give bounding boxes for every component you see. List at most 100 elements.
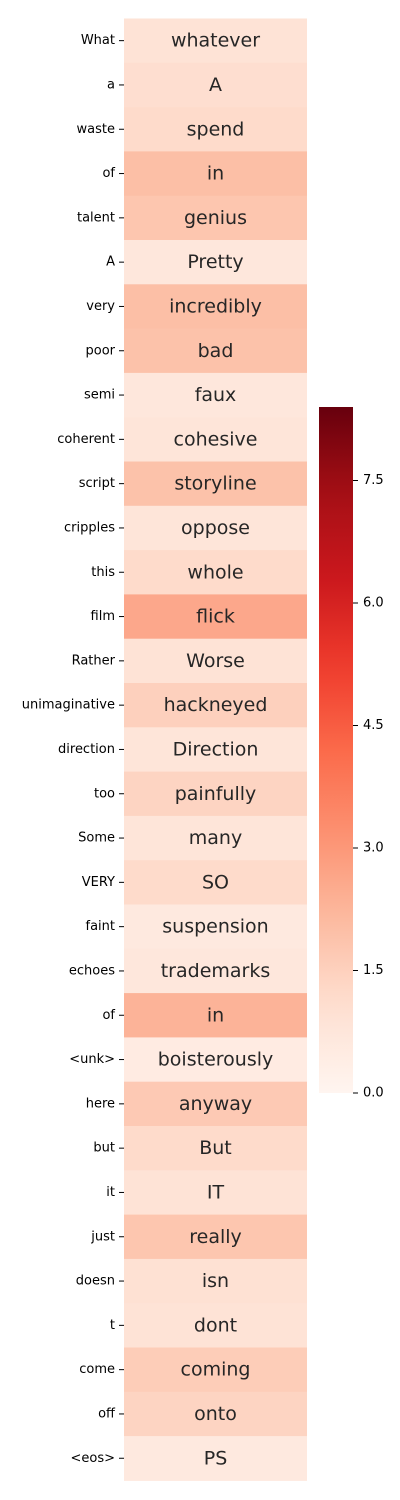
heatmap-cell (124, 372, 307, 418)
cell-label: isn (202, 1270, 229, 1292)
cell-label: storyline (174, 473, 256, 495)
heatmap-cell (124, 1391, 307, 1437)
cell-label: PS (204, 1447, 228, 1469)
heatmap-cell (124, 1347, 307, 1393)
cell-label: genius (184, 207, 247, 229)
y-tick-label: just (90, 1229, 115, 1244)
cell-label: bad (198, 340, 234, 362)
y-tick-label: but (93, 1141, 115, 1156)
colorbar: 0.0 1.5 3.0 4.5 6.0 7.5 (319, 407, 384, 1101)
y-tick-label: coherent (57, 432, 115, 447)
heatmap-cell (124, 815, 307, 861)
y-tick-label: t (110, 1318, 115, 1333)
y-tick-label: this (91, 565, 115, 580)
y-tick-label: cripples (64, 520, 115, 535)
colorbar-gradient (319, 407, 353, 1093)
cell-label: flick (196, 606, 235, 628)
y-tick-label: a (107, 77, 115, 92)
cell-label: many (189, 827, 242, 849)
heatmap-cell (124, 993, 307, 1038)
heatmap-cell (124, 284, 307, 330)
heatmap-cell (124, 771, 307, 817)
cell-label: whatever (171, 30, 260, 52)
y-tick-label: semi (84, 388, 115, 403)
y-tick-label: it (106, 1185, 115, 1200)
y-tick-label: film (91, 609, 115, 624)
y-tick-label: <eos> (70, 1451, 115, 1466)
heatmap-cell (124, 195, 307, 241)
heatmap-cell (124, 638, 307, 684)
y-tick-label: of (102, 166, 115, 181)
cell-label: faux (195, 384, 237, 406)
y-tick-label: A (106, 255, 115, 270)
cell-label: IT (207, 1181, 225, 1203)
y-tick-label: very (86, 299, 115, 314)
cell-label: onto (194, 1403, 237, 1425)
colorbar-tick-label: 7.5 (363, 473, 384, 488)
heatmap-cell (124, 1214, 307, 1260)
heatmap-cell (124, 1126, 307, 1171)
y-tick-label: faint (86, 919, 116, 934)
colorbar-tick-label: 3.0 (363, 841, 384, 856)
y-tick-label: talent (77, 210, 115, 225)
cell-label: But (199, 1137, 232, 1159)
cell-label: Direction (173, 738, 259, 760)
cell-label: SO (202, 871, 229, 893)
heatmap-cell (124, 151, 307, 197)
y-tick-label: Some (78, 831, 115, 846)
heatmap-cell (124, 1436, 307, 1481)
y-tick-label: doesn (76, 1274, 115, 1289)
y-tick-label: too (94, 786, 115, 801)
colorbar-tick-label: 6.0 (363, 596, 384, 611)
y-tick-label: echoes (69, 963, 115, 978)
cell-label: anyway (179, 1093, 252, 1115)
y-tick-label: off (98, 1406, 116, 1421)
cell-label: in (207, 1004, 224, 1026)
heatmap-cell (124, 461, 307, 507)
colorbar-tick-label: 1.5 (363, 963, 384, 978)
heatmap-cell (124, 727, 307, 773)
cell-label: coming (181, 1359, 251, 1381)
colorbar-tick-label: 0.0 (363, 1086, 384, 1101)
cell-label: oppose (181, 517, 250, 539)
heatmap-cell (124, 1170, 307, 1216)
cell-label: suspension (162, 916, 268, 938)
colorbar-tick-label: 4.5 (363, 718, 384, 733)
cell-label: whole (187, 561, 243, 583)
y-tick-label: waste (77, 122, 115, 137)
cell-label: Pretty (187, 251, 243, 273)
heatmap-cell (124, 948, 307, 994)
cell-label: in (207, 163, 224, 185)
heatmap-cell (124, 904, 307, 950)
cell-label: hackneyed (164, 694, 268, 716)
y-tick-label: of (102, 1008, 115, 1023)
cell-label: A (209, 74, 222, 96)
heatmap-cell (124, 683, 307, 728)
heatmap-cell (124, 62, 307, 108)
cell-label: dont (194, 1314, 237, 1336)
cell-label: trademarks (161, 960, 271, 982)
y-tick-label: What (81, 33, 115, 48)
heatmap-cell (124, 240, 307, 285)
y-tick-label: VERY (82, 875, 115, 890)
y-tick-label: unimaginative (22, 698, 115, 713)
heatmap-cell (124, 328, 307, 374)
y-tick-label: script (79, 476, 115, 491)
y-tick-label: poor (85, 343, 115, 358)
cell-label: boisterously (158, 1049, 273, 1071)
heatmap-cell (124, 550, 307, 595)
heatmap-cell (124, 1258, 307, 1304)
heatmap-cell (124, 18, 307, 64)
cell-label: cohesive (174, 428, 258, 450)
heatmap-cell (124, 417, 307, 462)
heatmap-cell (124, 1303, 307, 1348)
heatmap-cell (124, 594, 307, 640)
cell-label: incredibly (169, 295, 262, 317)
y-tick-label: here (86, 1096, 115, 1111)
cell-label: spend (187, 118, 245, 140)
cell-label: painfully (175, 783, 257, 805)
heatmap-cell (124, 505, 307, 551)
